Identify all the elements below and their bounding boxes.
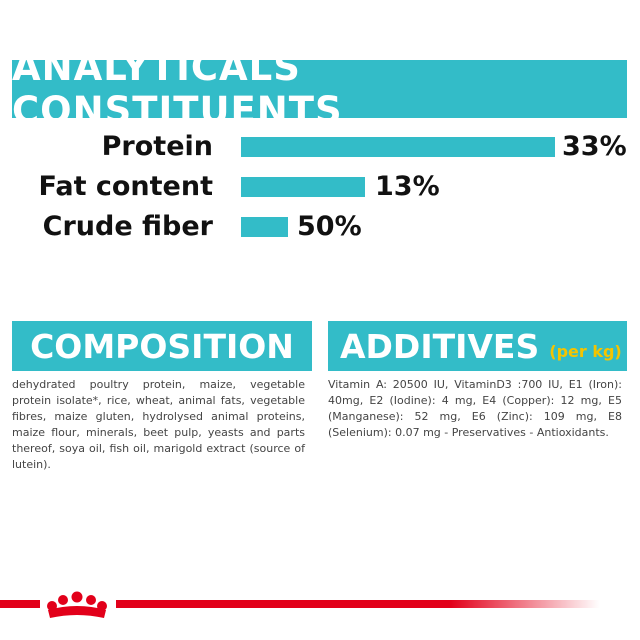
- footer-line: [0, 600, 600, 608]
- bar: [241, 137, 555, 157]
- composition-text: dehydrated poultry protein, maize, veget…: [12, 378, 305, 471]
- crown: [47, 591, 107, 618]
- row-label: Fat content: [38, 171, 213, 202]
- row-value: 33%: [562, 131, 627, 162]
- analyticals-title: ANALYTICALS CONSTITUENTS: [12, 46, 627, 132]
- bar: [241, 217, 288, 237]
- row-label: Protein: [101, 131, 213, 162]
- bar: [241, 177, 365, 197]
- additives-header: ADDITIVES (per kg): [328, 321, 627, 371]
- row-value: 50%: [297, 211, 362, 242]
- additives-text: Vitamin A: 20500 IU, VitaminD3 :700 IU, …: [328, 378, 622, 439]
- row-value: 13%: [375, 171, 440, 202]
- row-label: Crude fiber: [42, 211, 213, 242]
- additives-unit: (per kg): [549, 341, 622, 361]
- footer-logo: [0, 591, 600, 620]
- additives-title: ADDITIVES: [340, 326, 540, 366]
- composition-title: COMPOSITION: [12, 321, 312, 371]
